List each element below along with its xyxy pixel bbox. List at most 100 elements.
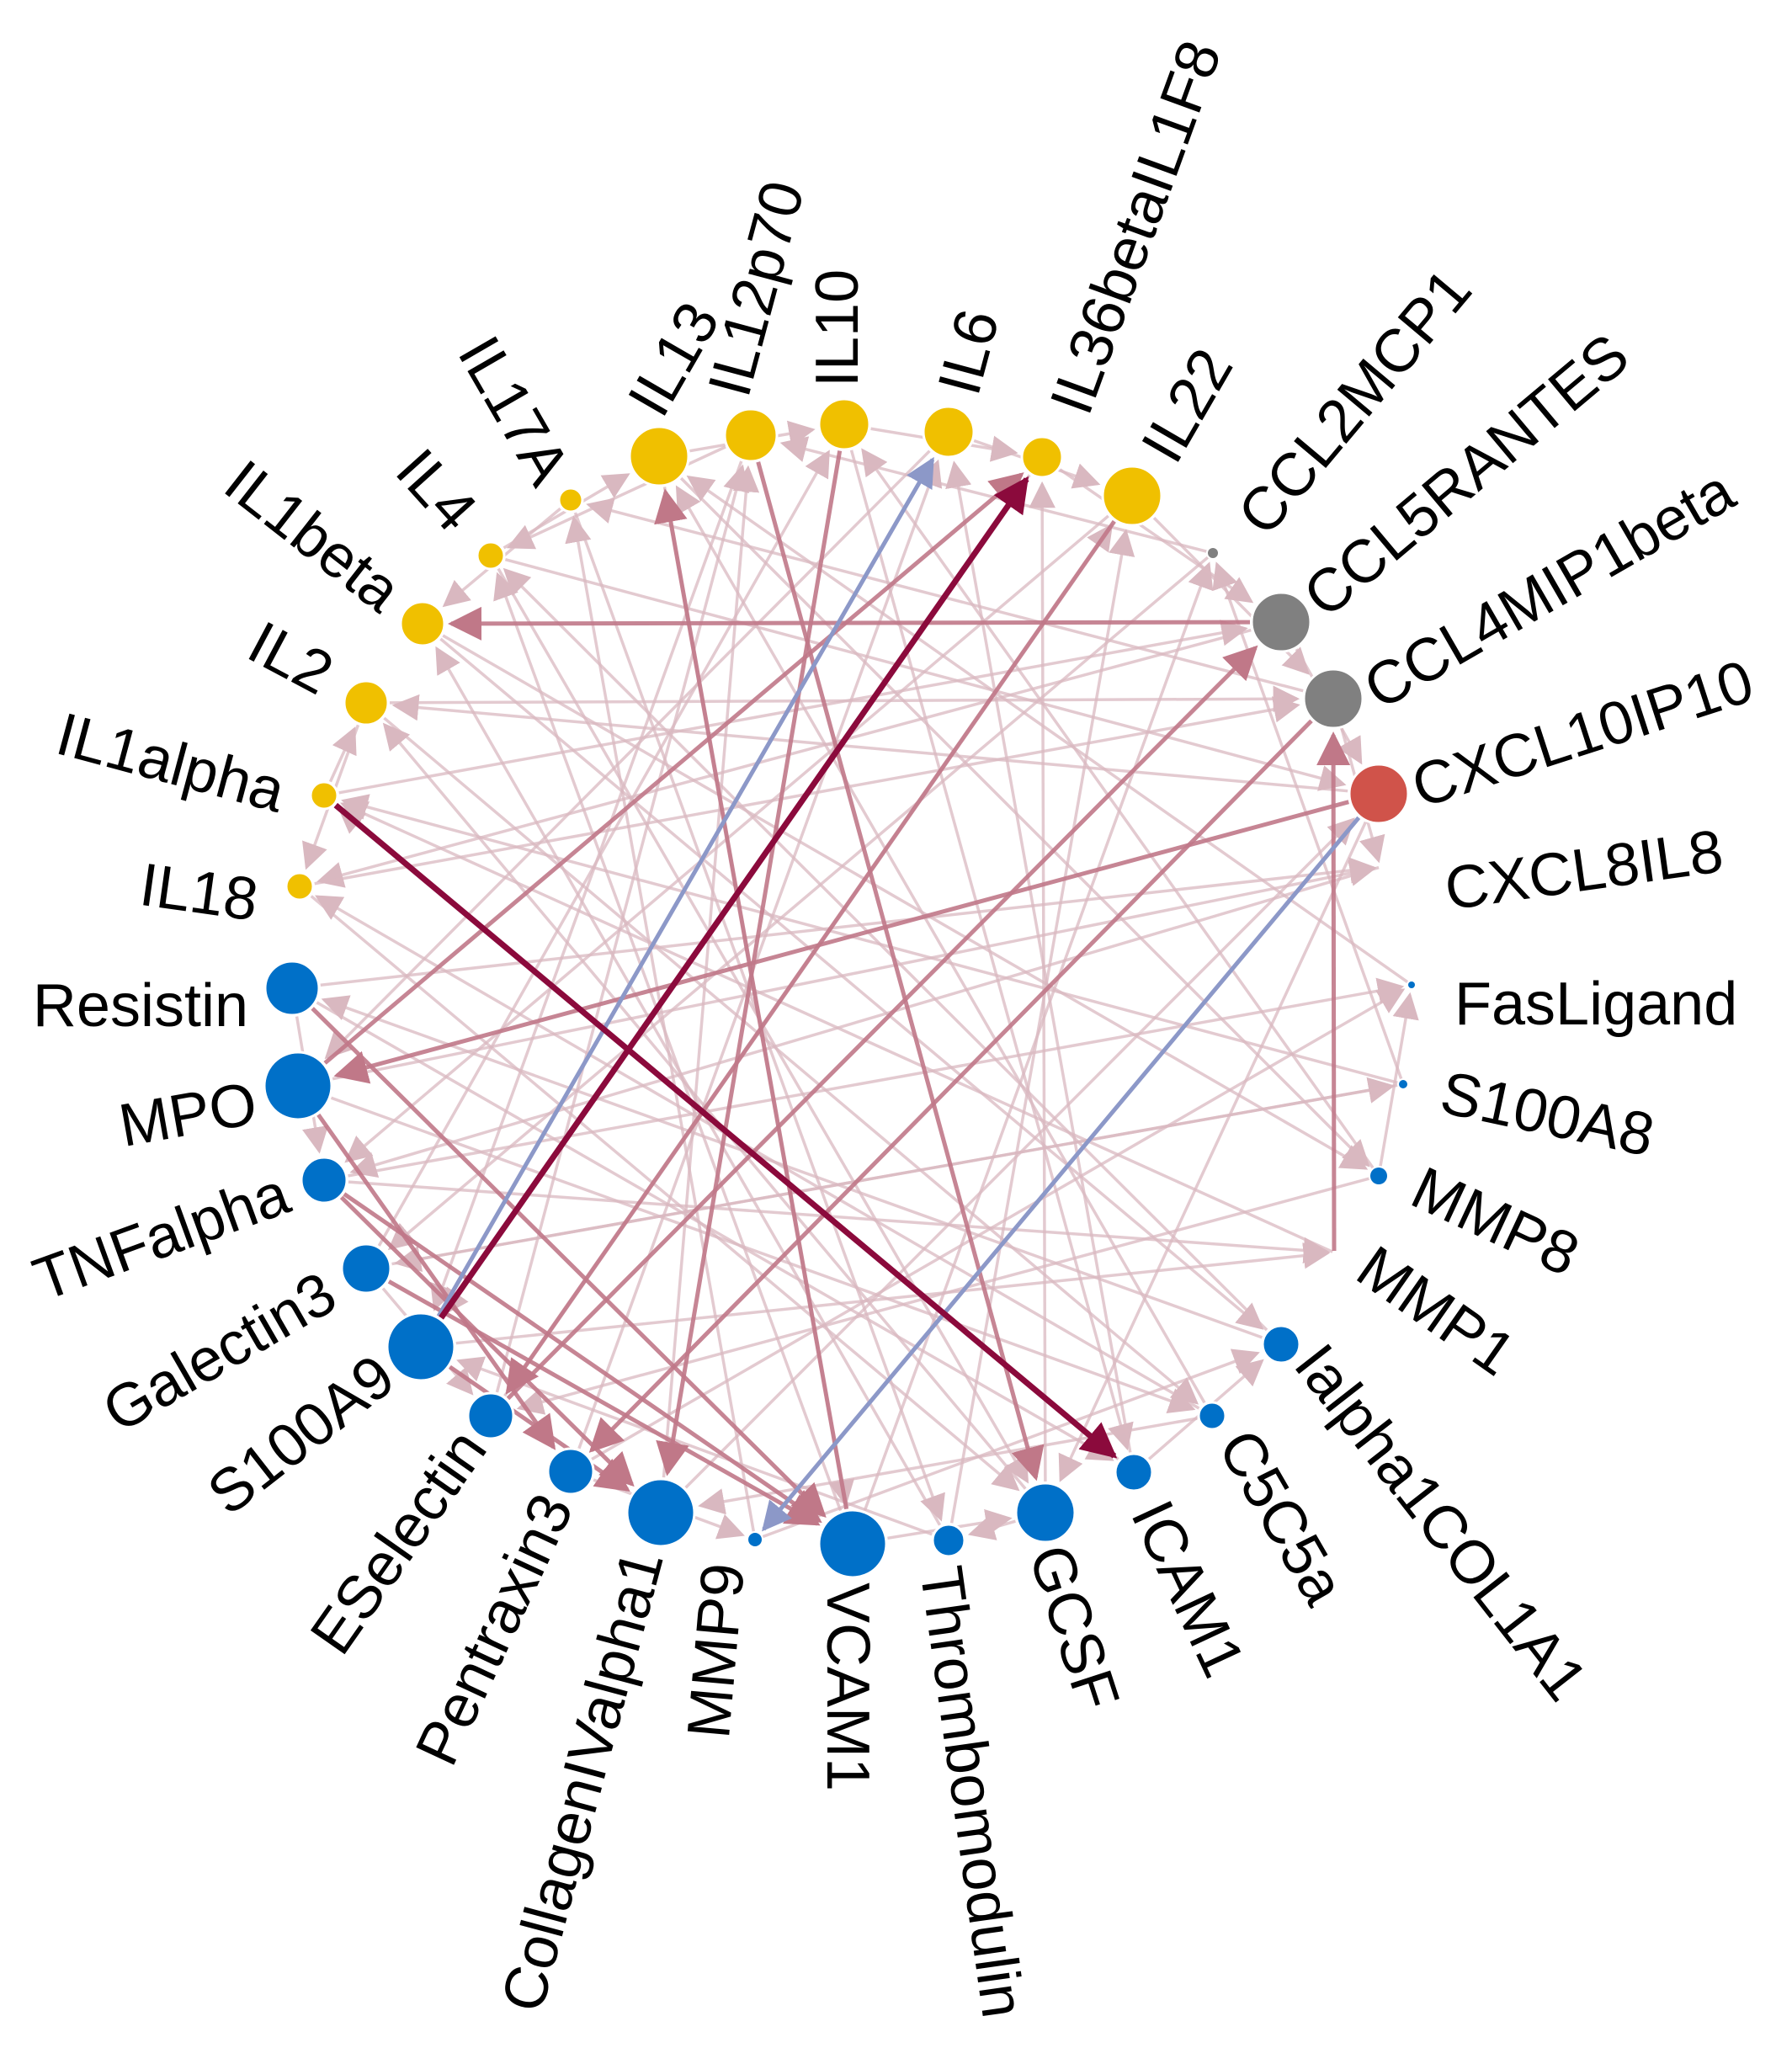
edge-IL10-to-ICAM1	[849, 449, 1134, 1451]
node-VCAM1[interactable]	[817, 1508, 888, 1579]
edge-CXCL10IP10-to-IL2	[391, 694, 1348, 793]
edge-MMP8-to-ESelectin	[516, 1177, 1369, 1415]
edge-IL12p70-to-GCSF	[756, 461, 1045, 1481]
node-ESelectin[interactable]	[466, 1391, 515, 1440]
label-ICAM1: ICAM1	[1118, 1491, 1258, 1687]
edge-CXCL10IP10-to-MMP9	[762, 816, 1361, 1532]
edge-MPO-to-C5C5a	[330, 1096, 1196, 1414]
label-C5C5a: C5C5a	[1205, 1419, 1359, 1617]
edge-GCSF-to-Thrombomodulin	[967, 1514, 1016, 1540]
edge-CXCL10IP10-to-GCSF	[1058, 821, 1368, 1482]
node-C5C5a[interactable]	[1197, 1401, 1227, 1431]
node-MPO[interactable]	[263, 1051, 333, 1121]
label-CXCL8IL8: CXCL8IL8	[1441, 817, 1727, 923]
edge-IL22-to-ESelectin	[505, 519, 1116, 1395]
edge-TNFalpha-to-VCAM1	[343, 1192, 822, 1524]
node-S100A9[interactable]	[386, 1311, 456, 1382]
label-IL22: IL22	[1129, 338, 1246, 473]
edge-S100A9-to-IL6	[436, 456, 935, 1317]
node-ICAM1[interactable]	[1114, 1452, 1154, 1492]
edge-MMP1-to-IL1alpha	[339, 801, 1333, 1253]
node-IL12p70[interactable]	[723, 407, 779, 463]
edge-IL1beta-to-Ialpha1COL1A1	[439, 637, 1264, 1330]
node-CCL4MIP1beta[interactable]	[1302, 668, 1364, 730]
edge-ESelectin-to-CCL5RANTES	[506, 645, 1258, 1401]
edge-Pentraxin3-to-IL6	[577, 459, 943, 1450]
node-TNFalpha[interactable]	[300, 1156, 348, 1205]
node-IL18[interactable]	[284, 871, 315, 902]
edge-IL1alpha-to-IL2	[328, 726, 357, 783]
edge-IL1beta-to-MMP8	[442, 634, 1369, 1170]
label-VCAM1: VCAM1	[814, 1583, 881, 1791]
label-IL1beta: IL1beta	[212, 448, 413, 626]
edge-VCAM1-to-IL13	[654, 488, 849, 1510]
label-Resistin: Resistin	[33, 972, 248, 1040]
label-S100A8: S100A8	[1435, 1059, 1660, 1170]
node-IL2[interactable]	[343, 679, 390, 726]
node-CCL2MCP1[interactable]	[1208, 548, 1218, 558]
edge-Galectin3-to-IL10	[377, 449, 830, 1247]
edges-layer	[295, 420, 1419, 1540]
label-Thrombomodulin: Thrombomodulin	[907, 1562, 1036, 2022]
label-IL18: IL18	[136, 851, 262, 934]
node-MMP9[interactable]	[748, 1533, 762, 1546]
node-Resistin[interactable]	[263, 960, 321, 1017]
edge-TNFalpha-to-CollagenIValpha1	[339, 1195, 635, 1487]
node-IL1beta[interactable]	[399, 600, 446, 647]
edge-S100A9-to-IL36betaIL1F8	[439, 476, 1029, 1320]
edge-GCSF-to-IL36betaIL1F8	[1029, 481, 1056, 1482]
node-IL13[interactable]	[628, 425, 690, 487]
edge-S100A8-to-Galectin3	[394, 1083, 1398, 1273]
edge-CCL2MCP1-to-Galectin3	[387, 556, 1210, 1251]
label-Ialpha1COL1A1: Ialpha1COL1A1	[1281, 1332, 1599, 1713]
node-Galectin3[interactable]	[340, 1242, 392, 1295]
node-IL6[interactable]	[922, 405, 976, 459]
node-IL22[interactable]	[1101, 465, 1163, 527]
label-MMP9: MMP9	[675, 1561, 758, 1741]
edge-MMP8-to-IL10	[861, 448, 1375, 1169]
edge-ICAM1-to-IL6	[945, 460, 1132, 1453]
node-Pentraxin3[interactable]	[546, 1447, 595, 1496]
edge-Ialpha1COL1A1-to-IL4	[503, 567, 1268, 1332]
node-CXCL10IP10[interactable]	[1348, 763, 1410, 825]
edge-CollagenIValpha1-to-IL12p70	[662, 465, 760, 1478]
node-Ialpha1COL1A1[interactable]	[1261, 1324, 1301, 1364]
node-FasLigand[interactable]	[1408, 981, 1415, 988]
edge-S100A9-to-MMP1	[455, 1242, 1331, 1345]
node-IL10[interactable]	[817, 397, 871, 451]
edge-IL18-to-GCSF	[310, 895, 1020, 1492]
edge-MPO-to-Pentraxin3	[316, 1113, 556, 1450]
edge-MMP8-to-FasLigand	[1379, 992, 1419, 1167]
edge-IL12p70-to-S100A9	[430, 460, 743, 1311]
edge-IL1alpha-to-CCL5RANTES	[338, 620, 1248, 795]
node-S100A8[interactable]	[1399, 1080, 1407, 1088]
node-IL1alpha[interactable]	[309, 780, 339, 811]
node-IL36betaIL1F8[interactable]	[1020, 435, 1064, 479]
node-IL17A[interactable]	[557, 487, 584, 513]
node-CollagenIValpha1[interactable]	[625, 1477, 696, 1548]
edge-MPO-to-CXCL8IL8	[332, 859, 1377, 1081]
node-MMP8[interactable]	[1370, 1168, 1387, 1184]
edge-IL6-to-MPO	[324, 449, 931, 1060]
edge-MMP1-to-CCL4MIP1beta	[1316, 731, 1351, 1252]
edge-C5C5a-to-IL18	[315, 895, 1200, 1410]
edge-Resistin-to-CXCL8IL8	[320, 857, 1377, 987]
edge-MPO-to-IL36betaIL1F8	[323, 472, 1024, 1065]
label-GCSF: GCSF	[1016, 1537, 1132, 1718]
edge-CCL5RANTES-to-IL1beta	[447, 606, 1251, 641]
edge-IL10-to-CollagenIValpha1	[656, 450, 843, 1476]
node-Thrombomodulin[interactable]	[931, 1523, 966, 1558]
node-IL4[interactable]	[476, 540, 506, 571]
label-IL2: IL2	[237, 609, 343, 708]
edge-CXCL10IP10-to-MPO	[333, 800, 1349, 1084]
edge-VCAM1-to-IL4	[493, 572, 843, 1512]
label-IL17A: IL17A	[445, 326, 582, 497]
label-IL6: IL6	[926, 303, 1013, 402]
label-IL12p70: IL12p70	[696, 174, 818, 403]
node-CCL5RANTES[interactable]	[1250, 591, 1312, 653]
edge-Thrombomodulin-to-IL22	[949, 529, 1135, 1524]
node-GCSF[interactable]	[1014, 1481, 1077, 1544]
label-IL1alpha: IL1alpha	[50, 700, 292, 826]
label-IL4: IL4	[383, 437, 489, 545]
